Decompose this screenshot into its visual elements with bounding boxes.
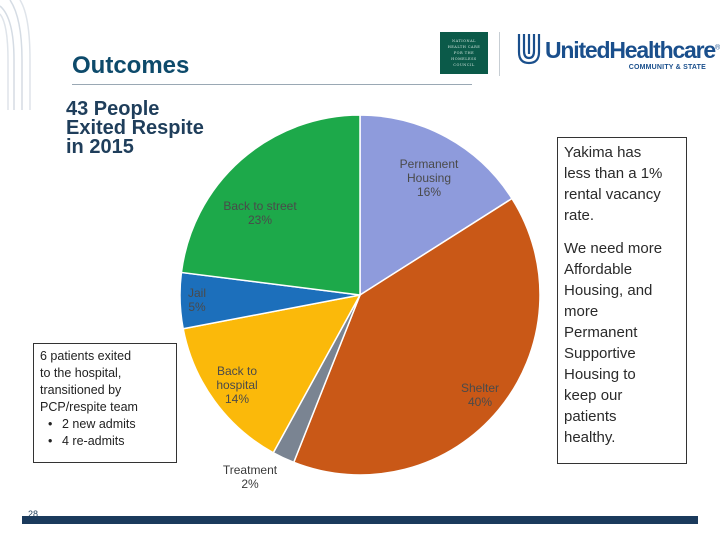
slice-label-line: 2%	[241, 477, 259, 491]
sidebar-note: Yakima has less than a 1% rental vacancy…	[557, 137, 687, 464]
council-logo: NATIONAL HEALTH CARE FOR THE HOMELESS CO…	[440, 32, 488, 74]
vacancy-line: rental vacancy	[564, 186, 661, 203]
housing-paragraph: We need more Affordable Housing, and mor…	[564, 238, 680, 448]
title-divider	[72, 84, 472, 85]
chart-title-line: in 2015	[66, 136, 134, 158]
slice-label-line: Back to	[217, 364, 257, 378]
council-logo-line: COUNCIL	[453, 63, 475, 67]
housing-line: Housing, and	[564, 282, 653, 299]
housing-line: Housing to	[564, 366, 636, 383]
hospital-note-line: to the hospital,	[40, 366, 122, 380]
pie-slice-permanent-housing	[359, 114, 514, 297]
housing-line: Permanent	[564, 324, 638, 341]
unitedhealthcare-logo: UnitedHealthcare® COMMUNITY & STATE	[516, 32, 720, 80]
chart-title: 43 People Exited Respite in 2015	[66, 98, 256, 158]
slice-label-permanent-housing: Permanent Housing 16%	[400, 157, 459, 199]
slice-label-line: 40%	[468, 395, 492, 409]
uhc-subtitle: COMMUNITY & STATE	[628, 64, 706, 71]
hospital-note: 6 patients exited to the hospital, trans…	[33, 343, 177, 463]
slice-label-back-to-hospital: Back to hospital 14%	[216, 364, 257, 406]
slice-label-treatment: Treatment 2%	[223, 463, 278, 491]
pie-slice-back-to-hospital	[182, 293, 362, 454]
logo-divider	[499, 32, 500, 76]
housing-line: keep our	[564, 387, 623, 404]
council-logo-line: NATIONAL	[452, 39, 476, 43]
housing-line: Affordable	[564, 261, 633, 278]
chart-title-line: Exited Respite	[66, 117, 204, 139]
corner-decoration	[0, 0, 31, 110]
pie-slice-back-to-street	[180, 114, 361, 296]
council-logo-line: HOMELESS	[451, 57, 477, 61]
uhc-wordmark-text: UnitedHealthcare	[545, 37, 716, 63]
hospital-note-line: PCP/respite team	[40, 400, 138, 414]
slice-label-line: hospital	[216, 378, 257, 392]
uhc-wordmark: UnitedHealthcare®	[545, 37, 720, 64]
slice-label-line: Treatment	[223, 463, 278, 477]
housing-line: more	[564, 303, 599, 320]
page-number: 28	[28, 509, 39, 519]
slice-label-back-to-street: Back to street 23%	[223, 199, 297, 227]
hospital-note-line: 6 patients exited	[40, 349, 132, 363]
slice-label-line: 23%	[248, 213, 272, 227]
slide-title: Outcomes	[72, 52, 190, 79]
slice-label-line: Shelter	[461, 381, 499, 395]
housing-line: We need more	[564, 240, 663, 257]
vacancy-line: Yakima has	[564, 144, 642, 161]
hospital-note-line: transitioned by	[40, 383, 122, 397]
housing-line: Supportive	[564, 345, 636, 362]
slice-label-line: 16%	[417, 185, 441, 199]
footer-bar	[22, 516, 698, 524]
slice-label-line: 14%	[225, 392, 249, 406]
hospital-note-bullet: 2 new admits	[40, 416, 170, 433]
uhc-mark-icon	[517, 34, 541, 65]
slice-label-line: 5%	[188, 300, 206, 314]
housing-line: healthy.	[564, 429, 616, 446]
uhc-registered-mark: ®	[714, 44, 720, 52]
slice-label-shelter: Shelter 40%	[461, 381, 499, 409]
slice-label-line: Back to street	[223, 199, 297, 213]
hospital-note-bullet: 4 re-admits	[40, 433, 170, 450]
slice-label-line: Permanent	[400, 157, 459, 171]
pie-slice-shelter	[292, 197, 541, 476]
vacancy-line: less than a 1%	[564, 165, 663, 182]
council-logo-line: FOR THE	[453, 51, 475, 55]
vacancy-paragraph: Yakima has less than a 1% rental vacancy…	[564, 142, 680, 226]
slice-label-line: Jail	[188, 286, 206, 300]
slice-label-line: Housing	[407, 171, 451, 185]
housing-line: patients	[564, 408, 617, 425]
slice-label-jail: Jail 5%	[188, 286, 206, 314]
council-logo-line: HEALTH CARE	[447, 45, 481, 49]
chart-title-line: 43 People	[66, 98, 160, 120]
vacancy-line: rate.	[564, 207, 595, 224]
